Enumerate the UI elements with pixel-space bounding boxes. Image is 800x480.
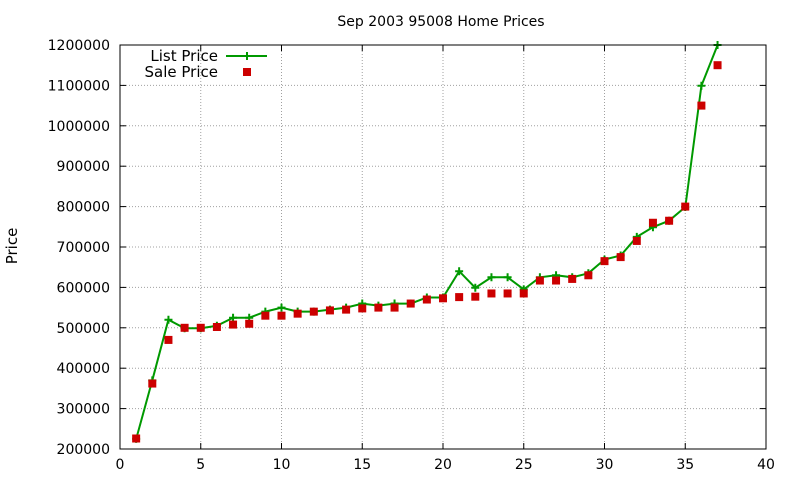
- sale-price-point: [439, 294, 447, 303]
- plot-frame: [119, 44, 767, 450]
- legend-label-list-price: List Price: [150, 47, 218, 65]
- sale-price-point: [665, 216, 674, 225]
- y-tick-label: 400000: [57, 361, 110, 377]
- sale-price-point: [358, 304, 367, 313]
- sale-price-point: [261, 311, 270, 320]
- x-tick-label: 10: [273, 457, 291, 473]
- sale-price-point: [164, 335, 173, 344]
- sale-price-point: [245, 319, 254, 328]
- x-tick-label: 35: [676, 457, 694, 473]
- sale-price-point: [535, 276, 544, 285]
- x-tick-label: 5: [196, 457, 205, 473]
- sale-price-point: [293, 309, 302, 318]
- sale-price-point: [309, 307, 318, 316]
- sale-price-point: [277, 311, 286, 320]
- grid: [120, 45, 766, 449]
- sale-price-point: [455, 293, 464, 302]
- legend-marker-sale-price: [243, 68, 251, 76]
- list-price-point: [164, 315, 173, 324]
- sale-price-point: [600, 257, 609, 266]
- sale-price-point: [196, 323, 205, 332]
- sale-price-point: [697, 101, 706, 110]
- list-price-point: [471, 283, 480, 292]
- legend-label-sale-price: Sale Price: [145, 63, 218, 81]
- list-price-point: [277, 303, 286, 312]
- list-price-point: [503, 273, 512, 282]
- x-tick-label: 0: [116, 457, 125, 473]
- series-sale-price: [132, 61, 722, 443]
- y-tick-label: 800000: [57, 200, 110, 216]
- sale-price-point: [487, 289, 496, 298]
- y-tick-label: 300000: [57, 402, 110, 418]
- x-tick-label: 40: [757, 457, 775, 473]
- sale-price-point: [552, 276, 561, 285]
- x-tick-label: 30: [596, 457, 614, 473]
- sale-price-point: [212, 322, 221, 331]
- y-tick-label: 1100000: [48, 78, 110, 94]
- x-tick-label: 20: [434, 457, 452, 473]
- sale-price-point: [632, 236, 641, 245]
- sale-price-point: [148, 379, 157, 388]
- sale-price-point: [519, 289, 528, 298]
- sale-price-point: [374, 303, 383, 312]
- x-tick-label: 15: [353, 457, 371, 473]
- y-tick-label: 200000: [57, 442, 110, 458]
- legend-marker-list-price: [243, 52, 251, 60]
- sale-price-point: [584, 271, 593, 280]
- list-price-line: [135, 44, 719, 440]
- sale-price-point: [713, 61, 722, 70]
- sale-price-point: [568, 274, 577, 283]
- sale-price-point: [406, 299, 415, 308]
- list-price-point: [455, 267, 464, 276]
- list-price-point: [697, 81, 706, 90]
- legend: List Price Sale Price: [145, 47, 267, 81]
- sale-price-point: [648, 218, 657, 227]
- y-axis-label: Price: [3, 228, 21, 265]
- y-tick-label: 500000: [57, 321, 110, 337]
- sale-price-point: [229, 320, 238, 329]
- sale-price-point: [503, 289, 512, 298]
- chart-title: Sep 2003 95008 Home Prices: [337, 14, 544, 30]
- sale-price-point: [616, 253, 625, 262]
- sale-price-point: [422, 295, 431, 304]
- x-tick-label: 25: [515, 457, 533, 473]
- axis-ticks: 200000 300000 400000 500000 600000 700000 8000…: [48, 38, 775, 473]
- sale-price-point: [390, 303, 399, 312]
- sale-price-point: [471, 292, 480, 301]
- sale-price-point: [180, 323, 189, 332]
- y-tick-label: 1200000: [48, 38, 110, 54]
- y-tick-label: 1000000: [48, 119, 110, 135]
- y-tick-label: 600000: [57, 280, 110, 296]
- sale-price-point: [325, 306, 334, 315]
- sale-price-point: [132, 434, 141, 443]
- sale-price-point: [342, 305, 351, 314]
- list-price-point: [229, 313, 238, 322]
- y-tick-label: 700000: [57, 240, 110, 256]
- y-tick-label: 900000: [57, 159, 110, 175]
- list-price-point: [487, 273, 496, 282]
- sale-price-point: [681, 202, 690, 211]
